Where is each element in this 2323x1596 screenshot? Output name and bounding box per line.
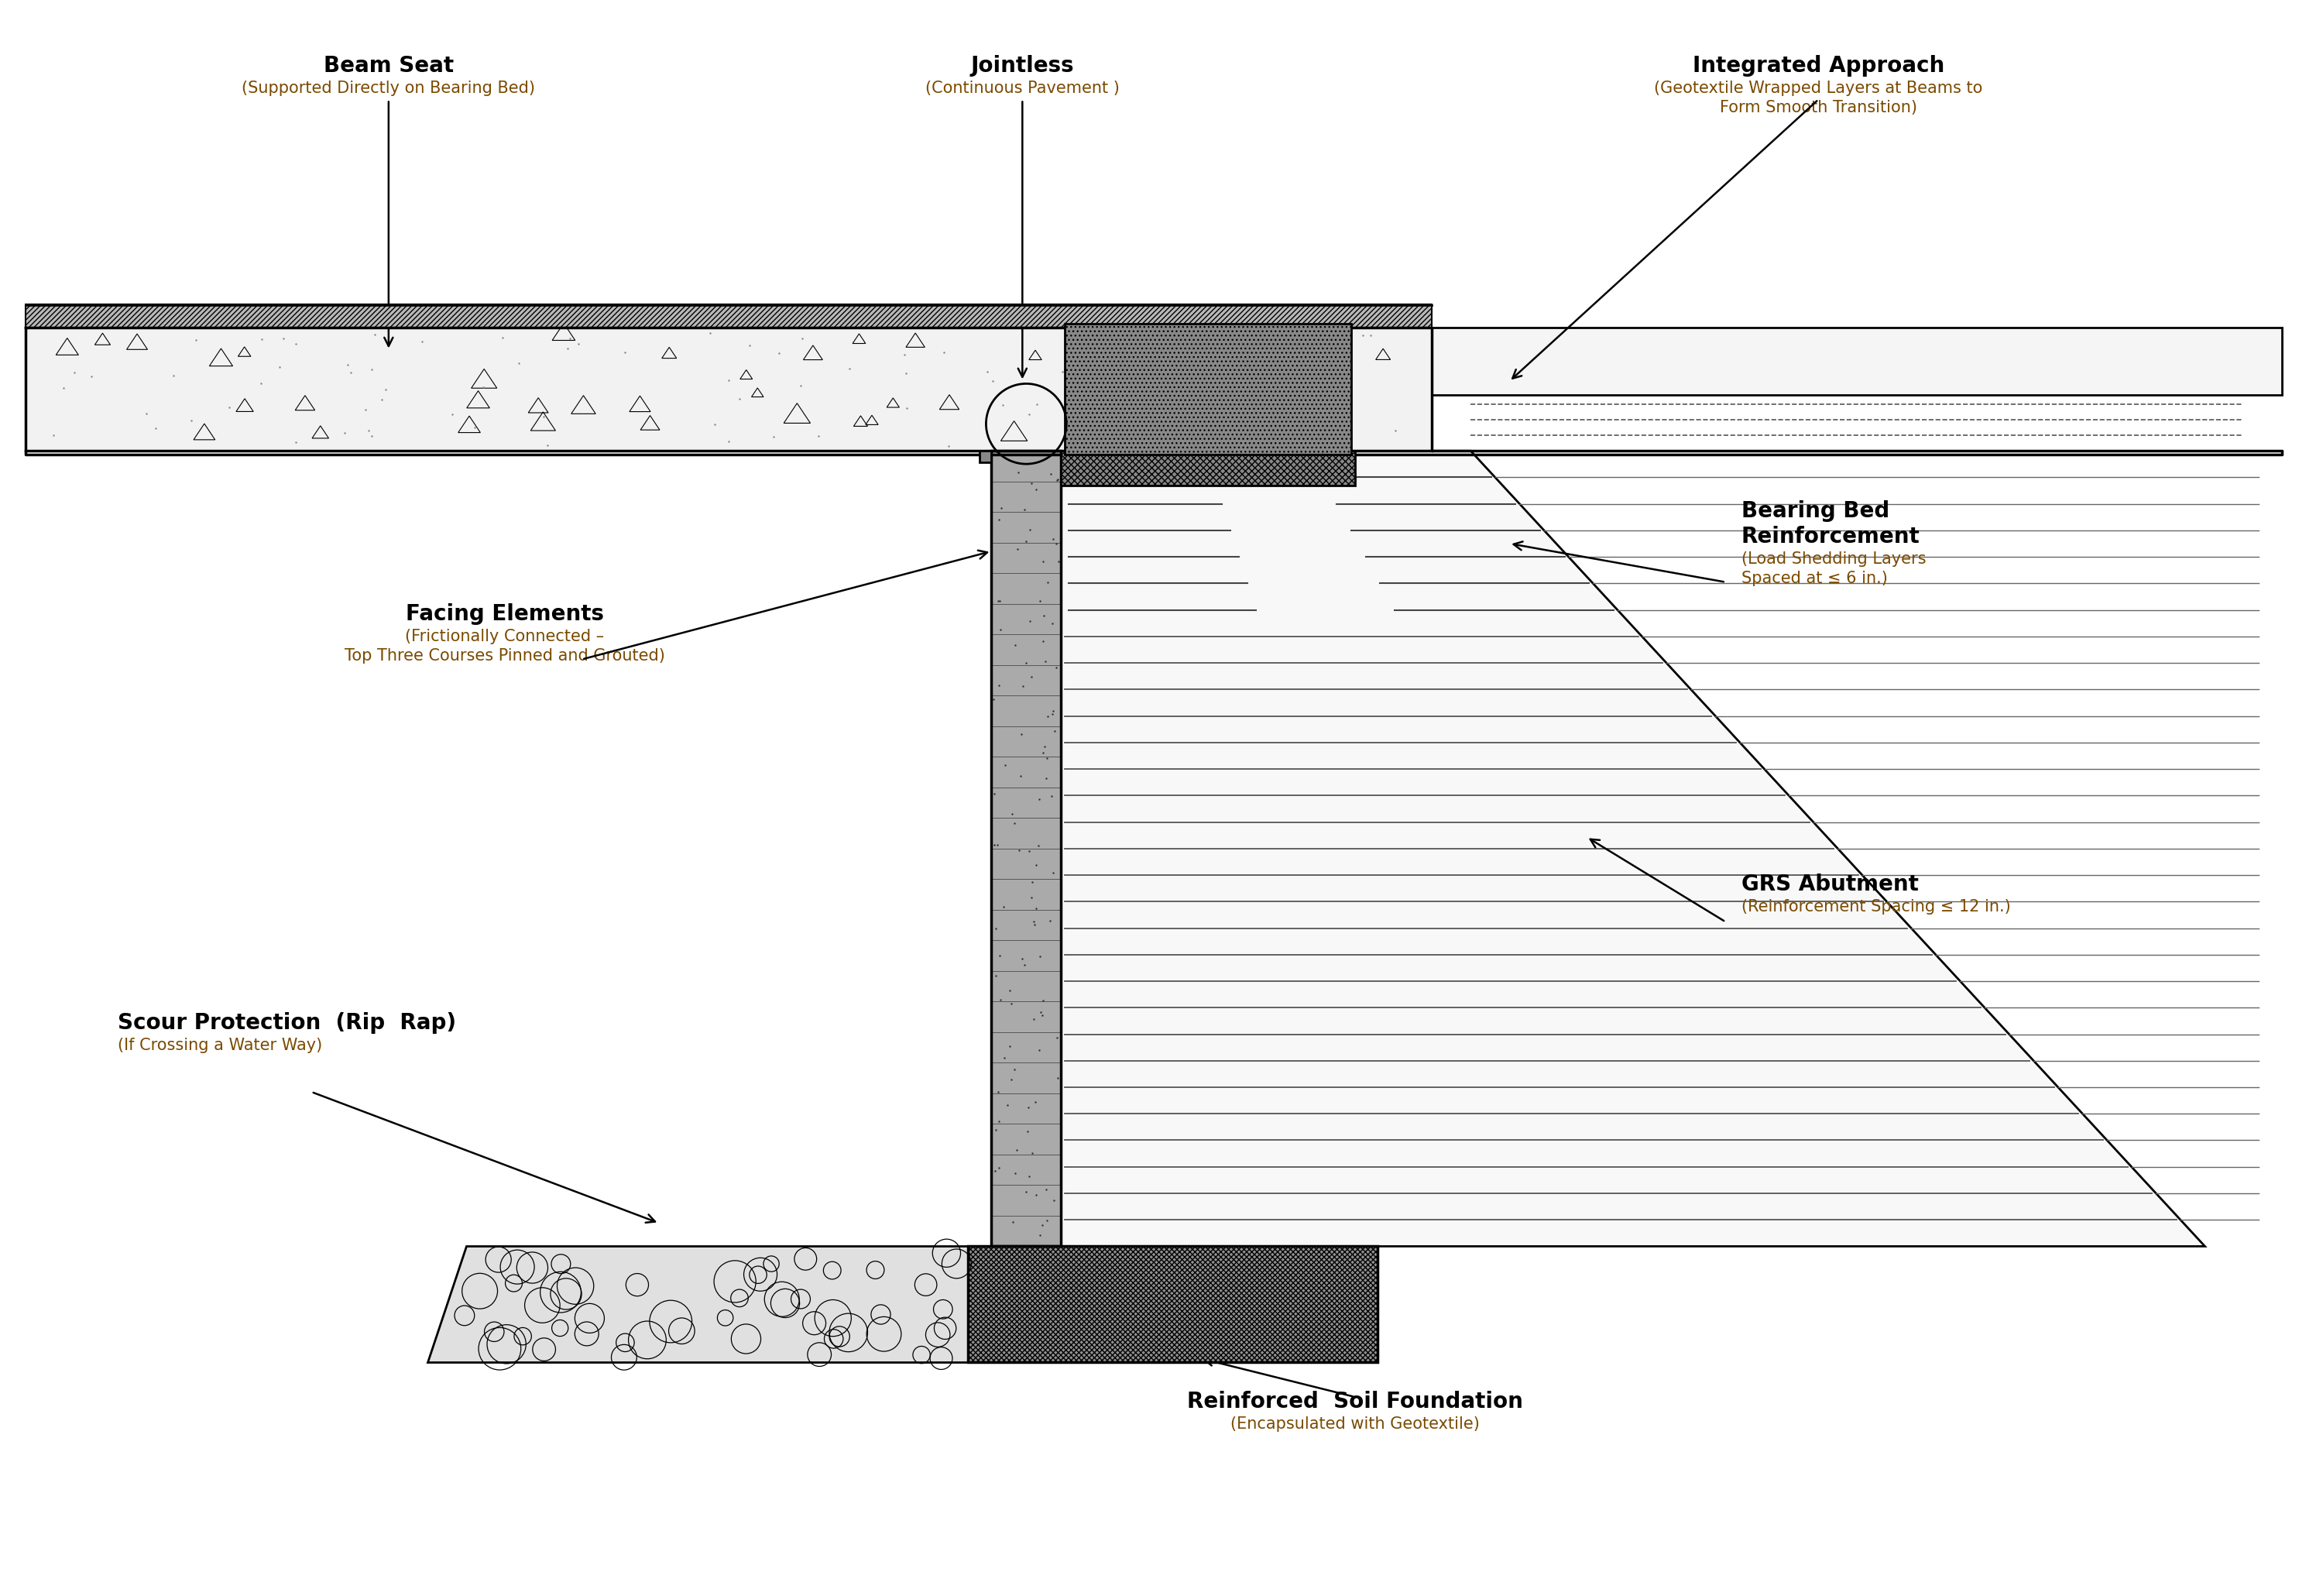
Bar xyxy=(1064,324,1352,455)
Text: (Encapsulated with Geotextile): (Encapsulated with Geotextile) xyxy=(1231,1416,1480,1432)
Text: Scour Protection  (Rip  Rap): Scour Protection (Rip Rap) xyxy=(118,1012,458,1034)
Bar xyxy=(992,1063,1062,1093)
Bar xyxy=(992,666,1062,696)
Bar xyxy=(992,482,1062,512)
Text: Integrated Approach: Integrated Approach xyxy=(1693,54,1944,77)
Bar xyxy=(992,910,1062,940)
Text: Bearing Bed
Reinforcement: Bearing Bed Reinforcement xyxy=(1742,501,1919,547)
Bar xyxy=(992,940,1062,970)
Bar xyxy=(992,1154,1062,1186)
Bar xyxy=(1062,450,1354,485)
Bar xyxy=(992,573,1062,603)
Text: (Supported Directly on Bearing Bed): (Supported Directly on Bearing Bed) xyxy=(242,80,534,96)
Bar xyxy=(992,757,1062,787)
Bar xyxy=(980,450,992,463)
Bar xyxy=(992,635,1062,666)
Bar xyxy=(992,1124,1062,1154)
Bar xyxy=(992,512,1062,543)
Bar xyxy=(992,1216,1062,1246)
Polygon shape xyxy=(1062,450,2205,1246)
Bar xyxy=(992,696,1062,726)
Bar xyxy=(969,1246,1378,1361)
Bar xyxy=(992,543,1062,573)
Bar xyxy=(992,970,1062,1002)
Bar xyxy=(992,1033,1062,1063)
Text: Beam Seat: Beam Seat xyxy=(323,54,453,77)
Bar xyxy=(992,1002,1062,1033)
Bar xyxy=(992,819,1062,849)
Text: Reinforced  Soil Foundation: Reinforced Soil Foundation xyxy=(1187,1390,1522,1412)
Bar xyxy=(26,305,1431,327)
Bar xyxy=(26,327,1431,450)
Text: (Load Shedding Layers
Spaced at ≤ 6 in.): (Load Shedding Layers Spaced at ≤ 6 in.) xyxy=(1742,551,1926,587)
Text: (Reinforcement Spacing ≤ 12 in.): (Reinforcement Spacing ≤ 12 in.) xyxy=(1742,899,2009,915)
Text: (Frictionally Connected –
Top Three Courses Pinned and Grouted): (Frictionally Connected – Top Three Cour… xyxy=(344,629,664,664)
Bar xyxy=(992,849,1062,879)
Bar xyxy=(1431,327,2281,396)
Bar xyxy=(992,1093,1062,1124)
Text: Facing Elements: Facing Elements xyxy=(407,603,604,624)
Text: Jointless: Jointless xyxy=(971,54,1073,77)
Bar xyxy=(992,726,1062,757)
Bar xyxy=(992,1186,1062,1216)
Text: (Geotextile Wrapped Layers at Beams to
Form Smooth Transition): (Geotextile Wrapped Layers at Beams to F… xyxy=(1654,80,1984,115)
Bar xyxy=(992,879,1062,910)
Bar xyxy=(992,450,1062,1246)
Bar xyxy=(992,787,1062,819)
Text: (If Crossing a Water Way): (If Crossing a Water Way) xyxy=(118,1037,323,1053)
Polygon shape xyxy=(427,1246,969,1361)
Bar xyxy=(992,450,1062,482)
Text: (Continuous Pavement ): (Continuous Pavement ) xyxy=(925,80,1120,96)
Text: GRS Abutment: GRS Abutment xyxy=(1742,873,1919,895)
Bar xyxy=(992,603,1062,635)
